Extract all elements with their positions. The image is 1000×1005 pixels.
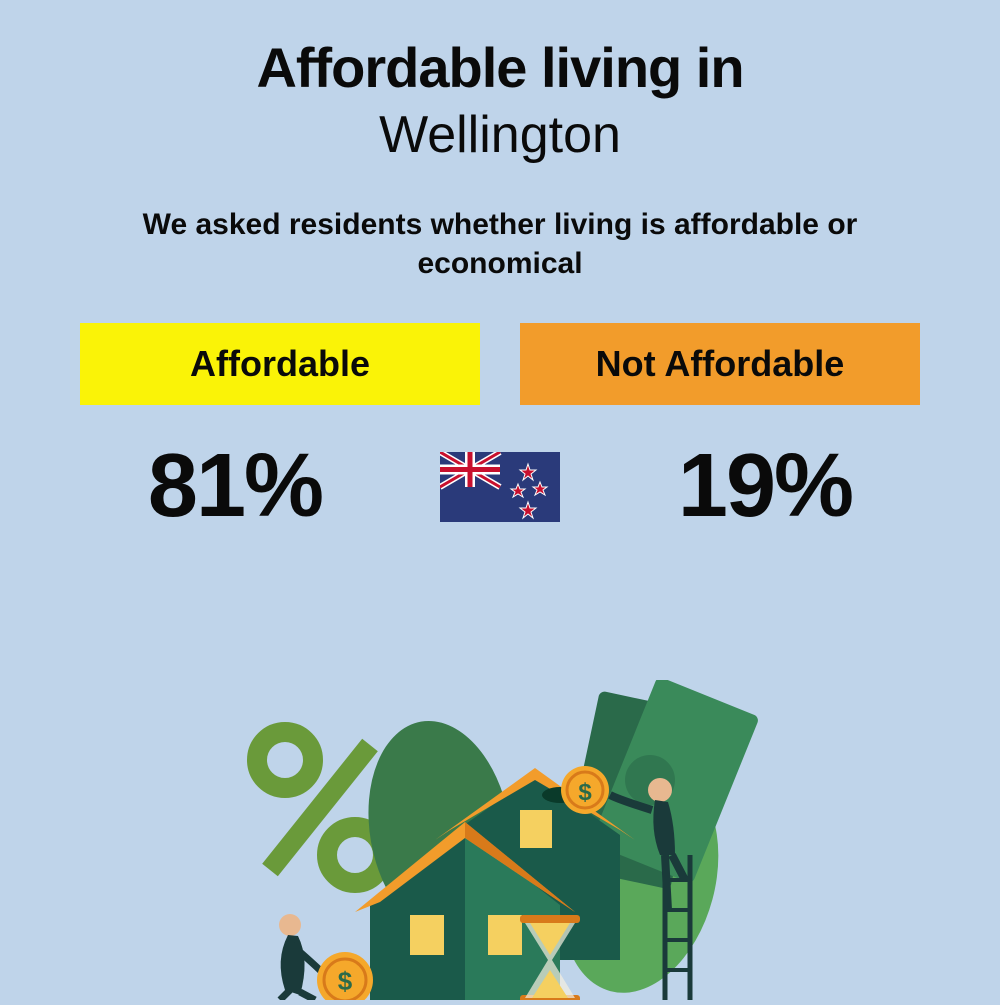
badge-not-affordable-label: Not Affordable bbox=[596, 343, 845, 384]
stat-right-value: 19% bbox=[590, 435, 940, 538]
svg-text:$: $ bbox=[578, 779, 592, 806]
stats-row: 81% 19% bbox=[60, 435, 940, 538]
savings-illustration-icon: $ $ bbox=[220, 680, 780, 1000]
title-line2: Wellington bbox=[60, 105, 940, 165]
stat-left-value: 81% bbox=[60, 435, 410, 538]
title-line1: Affordable living in bbox=[60, 35, 940, 100]
infographic-container: Affordable living in Wellington We asked… bbox=[0, 0, 1000, 568]
badge-not-affordable: Not Affordable bbox=[520, 323, 920, 405]
badge-affordable: Affordable bbox=[80, 323, 480, 405]
nz-flag-icon bbox=[440, 452, 560, 522]
subtitle-text: We asked residents whether living is aff… bbox=[60, 205, 940, 283]
badge-affordable-label: Affordable bbox=[190, 343, 370, 384]
svg-text:$: $ bbox=[338, 966, 353, 996]
badges-row: Affordable Not Affordable bbox=[60, 323, 940, 405]
